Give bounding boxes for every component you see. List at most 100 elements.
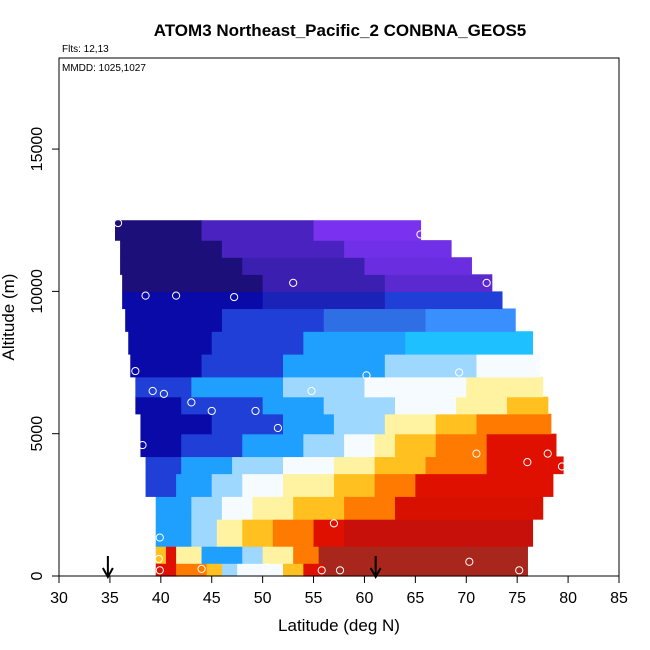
curtain-cell-8-5 (456, 396, 508, 415)
curtain-cell-3-5 (344, 496, 396, 520)
sample-point-19 (472, 449, 481, 458)
curtain-cell-11-1 (211, 331, 304, 355)
curtain-cell-0-4 (237, 563, 284, 577)
x-tick-label: 35 (101, 590, 119, 607)
curtain-cell-9-2 (283, 376, 366, 398)
curtain-cell-10-0 (130, 354, 203, 378)
curtain-cell-8-2 (262, 396, 325, 415)
arrow-marker-0 (101, 556, 114, 580)
curtain-cell-9-3 (364, 376, 467, 398)
curtain-cell-15-0 (120, 257, 243, 275)
curtain-cell-4-2 (211, 473, 243, 497)
curtain-cell-16-1 (221, 240, 345, 258)
curtain-cell-2-0 (155, 519, 192, 547)
sample-point-15 (362, 371, 371, 380)
curtain-cell-9-1 (191, 376, 284, 398)
sample-point-22 (557, 462, 567, 471)
sample-point-17 (535, 362, 544, 371)
curtain-cell-1-1 (165, 546, 177, 564)
curtain-cell-17-0 (115, 220, 203, 241)
sample-point-21 (543, 449, 552, 458)
x-axis: 30 35 40 45 50 55 60 65 70 75 80 85 (50, 576, 628, 607)
curtain-cell-2-2 (216, 519, 243, 547)
curtain-cell-2-3 (242, 519, 274, 547)
curtain-cell-8-1 (181, 396, 264, 415)
sample-point-32 (515, 566, 524, 575)
curtain-cell-12-1 (221, 308, 325, 332)
curtain-cell-7-0 (140, 413, 213, 435)
curtain-cell-6-5 (374, 433, 396, 458)
y-tick-label: 10000 (29, 269, 46, 314)
curtain-cell-1-4 (242, 546, 264, 564)
curtain-cell-5-6 (425, 456, 488, 475)
curtain-cell-17-1 (201, 220, 315, 241)
curtain-cell-17-2 (313, 220, 422, 241)
chart-title: ATOM3 Northeast_Pacific_2 CONBNA_GEOS5 (154, 21, 527, 40)
curtain-cell-16-2 (344, 240, 452, 258)
curtain-cell-3-6 (395, 496, 544, 520)
sample-points (113, 218, 567, 575)
curtain-cell-4-5 (333, 473, 376, 497)
curtain-cell-11-2 (303, 331, 406, 355)
curtain-cell-3-2 (221, 496, 254, 520)
curtain-cell-0-0 (155, 563, 177, 577)
curtain-cell-2-5 (313, 519, 345, 547)
curtain-cell-5-3 (283, 456, 335, 475)
curtain-cell-1-0 (155, 546, 167, 564)
y-tick-label: 5000 (29, 416, 46, 452)
curtain-cell-10-4 (476, 354, 541, 378)
sample-point-11 (207, 406, 216, 416)
curtain-cell-7-5 (435, 413, 478, 435)
flights-label: Flts: 12,13 (62, 44, 109, 55)
sample-point-20 (523, 458, 532, 467)
curtain-cell-5-2 (232, 456, 284, 475)
curtain-cell-13-0 (122, 291, 264, 310)
curtain-cell-6-1 (181, 433, 243, 458)
sample-point-1 (416, 230, 425, 239)
sample-point-28 (262, 563, 271, 572)
curtain-cell-8-3 (323, 396, 396, 415)
curtain-cell-4-3 (242, 473, 284, 497)
curtain-cell-1-6 (293, 546, 320, 564)
x-tick-label: 50 (254, 590, 272, 607)
curtain-cell-5-4 (333, 456, 376, 475)
sample-point-24 (155, 533, 164, 542)
curtain-cell-3-0 (155, 496, 192, 520)
y-tick-label: 0 (29, 571, 46, 580)
curtain-cell-9-4 (466, 376, 544, 398)
x-tick-label: 80 (559, 590, 577, 607)
curtain-cell-7-3 (333, 413, 386, 435)
x-tick-label: 70 (457, 590, 475, 607)
x-tick-label: 75 (508, 590, 526, 607)
sample-point-12 (251, 406, 260, 416)
curtain-cell-8-0 (135, 396, 182, 415)
curtain-cell-10-1 (201, 354, 284, 378)
curtain-cell-4-4 (283, 473, 335, 497)
curtain-cell-8-6 (507, 396, 549, 415)
curtain-cell-8-4 (395, 396, 457, 415)
curtain-cell-15-2 (364, 257, 472, 275)
curtain-cell-11-3 (405, 331, 534, 355)
curtain-cell-12-3 (425, 308, 516, 332)
curtain-cell-6-7 (435, 433, 488, 458)
x-tick-label: 55 (305, 590, 323, 607)
curtain-cell-6-3 (303, 433, 345, 458)
curtain-cell-6-0 (140, 433, 182, 458)
curtain-cell-7-1 (211, 413, 284, 435)
sample-point-6 (482, 278, 491, 287)
sample-point-13 (273, 423, 283, 433)
curtain-cell-5-0 (145, 456, 182, 475)
arrow-markers (101, 556, 382, 580)
curtain-cell-9-0 (135, 376, 192, 398)
curtain-cell-13-1 (262, 291, 386, 310)
curtain-cell-5-5 (374, 456, 427, 475)
curtain-cell-6-8 (486, 433, 557, 458)
x-tick-label: 45 (203, 590, 221, 607)
curtain-cell-10-3 (384, 354, 478, 378)
curtain-cell-2-1 (191, 519, 218, 547)
curtain-cell-1-7 (318, 546, 528, 564)
sample-point-4 (230, 292, 239, 302)
curtain-cell-4-1 (176, 473, 213, 497)
x-tick-label: 60 (356, 590, 374, 607)
